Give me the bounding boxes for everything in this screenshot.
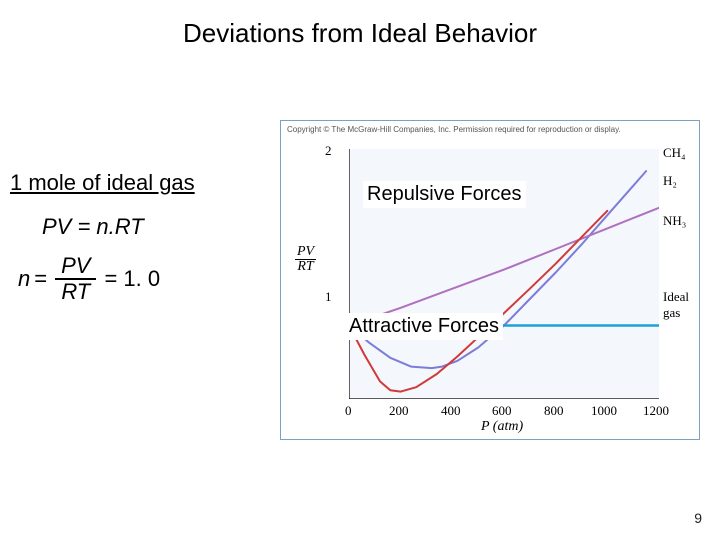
eq-frac-num: PV [55, 254, 96, 280]
x-tick-1200: 1200 [643, 403, 669, 419]
x-tick-600: 600 [492, 403, 512, 419]
y-label-num: PV [295, 245, 316, 260]
eq-value: = 1. 0 [104, 266, 160, 292]
equation-n-frac: n = PV RT = 1. 0 [18, 254, 260, 304]
series-label-ch4: CH₄ [663, 145, 686, 161]
ideal-gas-heading: 1 mole of ideal gas [10, 170, 260, 196]
series-label-h2: H₂ [663, 173, 677, 189]
y-axis-label: PV RT [295, 245, 316, 274]
series-label-ideal: Ideal gas [663, 289, 699, 321]
x-tick-400: 400 [441, 403, 461, 419]
page-number: 9 [694, 510, 702, 526]
equations-col: 1 mole of ideal gas PV = n.RT n = PV RT … [10, 170, 260, 304]
copyright-text: Copyright © The McGraw-Hill Companies, I… [287, 125, 621, 134]
y-label-den: RT [295, 260, 316, 274]
x-axis-label: P (atm) [481, 419, 523, 435]
eq-frac-den: RT [55, 280, 96, 304]
attractive-label: Attractive Forces [345, 313, 503, 340]
x-tick-800: 800 [544, 403, 564, 419]
y-tick-2: 2 [325, 143, 332, 159]
eq-fraction: PV RT [55, 254, 96, 304]
x-tick-1000: 1000 [591, 403, 617, 419]
eq-n: n [18, 266, 30, 292]
x-tick-200: 200 [389, 403, 409, 419]
repulsive-label: Repulsive Forces [363, 181, 526, 208]
x-tick-0: 0 [345, 403, 352, 419]
series-label-nh3: NH₃ [663, 213, 686, 229]
eq-equals-1: = [34, 266, 47, 292]
chart-container: Copyright © The McGraw-Hill Companies, I… [280, 120, 700, 440]
slide-title: Deviations from Ideal Behavior [0, 18, 720, 49]
y-tick-1: 1 [325, 289, 332, 305]
equation-pv-nrt: PV = n.RT [42, 214, 260, 240]
